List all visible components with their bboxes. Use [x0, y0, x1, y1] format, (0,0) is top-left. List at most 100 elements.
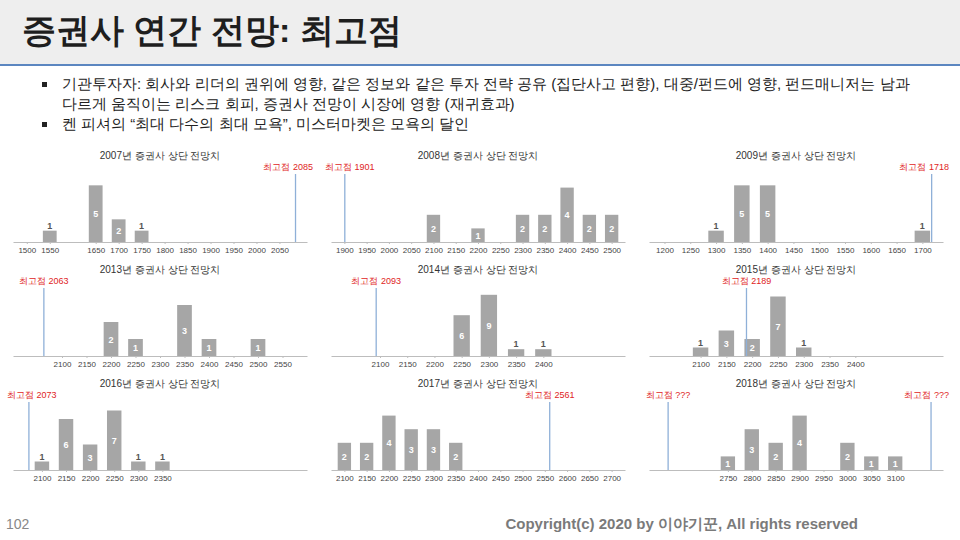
x-tick-mark [162, 470, 163, 472]
plot-area [376, 288, 551, 356]
data-label: 4 [565, 210, 570, 220]
peak-line [930, 402, 931, 470]
x-tick-mark [138, 470, 139, 472]
data-label: 3 [724, 339, 729, 349]
x-tick-label: 1650 [888, 246, 906, 255]
x-tick: 2200 [470, 242, 488, 255]
bar [605, 215, 618, 242]
x-tick-label: 2400 [201, 360, 219, 369]
bar [889, 242, 904, 243]
x-tick-mark [165, 242, 166, 244]
x-tick-mark [752, 356, 753, 358]
x-tick-mark [543, 356, 544, 358]
x-axis: 1900195020002050210021502200225023002350… [332, 242, 626, 255]
x-tick: 1850 [179, 242, 197, 255]
x-tick: 2650 [581, 470, 599, 483]
x-axis-line [650, 356, 944, 357]
bar [79, 356, 94, 357]
data-label: 4 [797, 438, 802, 448]
data-label: 6 [459, 331, 464, 341]
x-tick-mark [42, 470, 43, 472]
x-tick-label: 2400 [470, 474, 488, 483]
x-tick: 2250 [106, 470, 124, 483]
data-label: 1 [698, 338, 703, 348]
x-tick-mark [389, 242, 390, 244]
bar [745, 429, 759, 470]
bar [560, 188, 573, 242]
bar [135, 231, 149, 242]
bar [449, 242, 462, 243]
x-tick-label: 1800 [156, 246, 174, 255]
x-tick: 2250 [127, 356, 145, 369]
x-tick-label: 2650 [581, 474, 599, 483]
bar [508, 349, 524, 356]
data-label: 2 [609, 224, 614, 234]
data-label: 2 [587, 224, 592, 234]
x-tick-mark [209, 356, 210, 358]
x-tick-label: 2500 [603, 246, 621, 255]
bar [693, 348, 708, 357]
peak-label: 최고점 1901 [325, 162, 375, 172]
x-tick: 2100 [692, 356, 710, 369]
x-tick-label: 2150 [718, 360, 736, 369]
x-axis: 1500155016501700175018001850190019502000… [14, 242, 308, 255]
x-tick-label: 1250 [682, 246, 700, 255]
x-tick-label: 2200 [744, 360, 762, 369]
x-tick: 2400 [559, 242, 577, 255]
x-tick-label: 2150 [399, 360, 417, 369]
slide-title: 증권사 연간 전망: 최고점 [22, 8, 402, 54]
x-tick-label: 2100 [34, 474, 52, 483]
bar [583, 215, 596, 242]
bar [35, 462, 49, 471]
x-tick: 2250 [770, 356, 788, 369]
x-tick-mark [389, 470, 390, 472]
x-tick-mark [407, 356, 408, 358]
x-tick-label: 2200 [381, 474, 399, 483]
copyright: Copyright(c) 2020 by 이야기꾼, All rights re… [505, 515, 858, 534]
x-tick-label: 1500 [18, 246, 36, 255]
x-axis-line [332, 470, 626, 471]
x-axis: 2100215022002250230023502400 [650, 356, 944, 369]
x-tick-mark [234, 356, 235, 358]
chart-panel: 2016년 증권사 상단 전망치210021502200225023002350… [7, 378, 308, 483]
x-tick: 2000 [381, 242, 399, 255]
bar [427, 429, 440, 470]
x-tick-label: 1200 [656, 246, 674, 255]
x-tick-mark [823, 470, 824, 472]
plot-area [708, 174, 931, 242]
x-tick-mark [778, 356, 779, 358]
peak-label: 최고점 2085 [263, 162, 313, 172]
panel-title: 2009년 증권사 상단 전망치 [736, 150, 857, 161]
x-tick: 2450 [225, 356, 243, 369]
x-tick: 2300 [152, 356, 170, 369]
data-label: 7 [775, 322, 780, 332]
x-tick-label: 1850 [179, 246, 197, 255]
x-tick-label: 2350 [176, 360, 194, 369]
x-tick-label: 2700 [603, 474, 621, 483]
data-label: 1 [255, 343, 260, 353]
x-tick: 2300 [130, 470, 148, 483]
x-tick-mark [567, 242, 568, 244]
data-label: 2 [431, 224, 436, 234]
x-tick: 2100 [336, 470, 354, 483]
bar [226, 356, 241, 357]
x-tick-mark [279, 242, 280, 244]
plot-area [338, 402, 550, 470]
x-tick-label: 2500 [250, 360, 268, 369]
chart-panel: 2014년 증권사 상단 전망치210021502200225023002350… [332, 264, 626, 369]
x-tick-mark [819, 242, 820, 244]
x-tick-label: 2550 [274, 360, 292, 369]
data-label: 5 [93, 209, 98, 219]
x-tick-label: 2900 [791, 474, 809, 483]
x-axis-line [14, 470, 308, 471]
x-tick-mark [589, 242, 590, 244]
x-tick: 1650 [888, 242, 906, 255]
x-tick-label: 2500 [514, 474, 532, 483]
peak-label: 최고점 2561 [525, 390, 575, 400]
x-tick-mark [830, 356, 831, 358]
x-tick: 2250 [453, 356, 471, 369]
x-tick: 1950 [358, 242, 376, 255]
x-tick-mark [800, 470, 801, 472]
bar [382, 242, 395, 243]
data-label: 1 [160, 452, 165, 462]
